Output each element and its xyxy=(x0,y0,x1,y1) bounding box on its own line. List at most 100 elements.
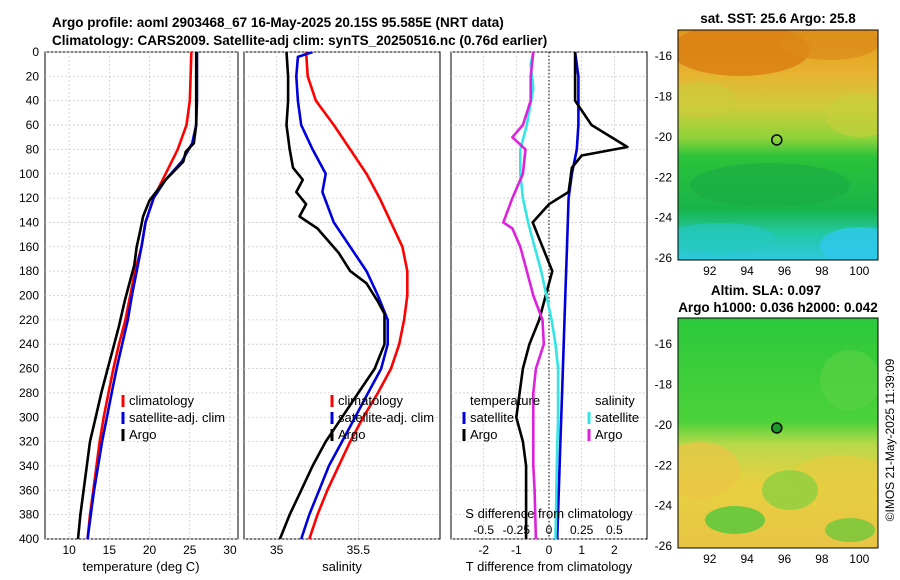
y-tick-label: 80 xyxy=(26,142,40,156)
lon-tick-label: 96 xyxy=(778,552,792,566)
x2-tick-label: 0.5 xyxy=(606,523,623,537)
x-tick-label: 15 xyxy=(103,543,117,557)
legend-label-temp-satellite: satellite xyxy=(470,410,514,425)
argo-location-marker xyxy=(771,134,783,146)
series-line-salinity-satellite xyxy=(519,52,560,539)
legend-label-argo: Argo xyxy=(129,427,156,442)
difference-series xyxy=(502,52,629,539)
legend-label-argo: Argo xyxy=(338,427,365,442)
y-tick-label: 240 xyxy=(19,337,39,351)
pressure-tick-labels: 0 20 40 60 80 100 120 140 160 180 200 220 240 260 280 3… xyxy=(19,45,39,546)
y-tick-label: 400 xyxy=(19,532,39,546)
x-tick-label: 2 xyxy=(611,543,618,557)
argo-location-marker xyxy=(771,422,783,434)
lon-tick-label: 94 xyxy=(740,264,754,278)
y-tick-label: 180 xyxy=(19,264,39,278)
x-tick-label: 25 xyxy=(183,543,197,557)
temperature-grid xyxy=(45,51,238,540)
legend-header-salinity: salinity xyxy=(595,393,635,408)
x-tick-label: 0 xyxy=(546,543,553,557)
temperature-series xyxy=(76,52,199,539)
sla-map-lat-labels: -16 -18 -20 -22 -24 -26 xyxy=(655,337,673,553)
lat-tick-label: -18 xyxy=(655,378,673,392)
series-line-satellite-adj-clim xyxy=(295,52,389,539)
temperature-xlabel: temperature (deg C) xyxy=(82,559,199,574)
lon-tick-label: 94 xyxy=(740,552,754,566)
salinity-legend: climatology satellite-adj. clim Argo xyxy=(330,393,434,442)
temperature-legend: climatology satellite-adj. clim Argo xyxy=(121,393,225,442)
lat-tick-label: -26 xyxy=(655,539,673,553)
lon-tick-label: 92 xyxy=(703,264,717,278)
legend-label-climatology: climatology xyxy=(129,393,195,408)
y-tick-label: 340 xyxy=(19,459,39,473)
x-tick-label: 35 xyxy=(270,543,284,557)
sla-map-lon-labels: 92 94 96 98 100 xyxy=(703,552,870,566)
lat-tick-label: -24 xyxy=(655,499,673,513)
salinity-series xyxy=(278,52,409,539)
lat-tick-label: -20 xyxy=(655,130,673,144)
x-tick-label: 10 xyxy=(62,543,76,557)
x2-tick-label: -0.5 xyxy=(473,523,494,537)
lon-tick-label: 96 xyxy=(778,264,792,278)
legend-label-sal-argo: Argo xyxy=(595,427,622,442)
lon-tick-label: 100 xyxy=(849,552,869,566)
x-tick-label: -2 xyxy=(478,543,489,557)
salinity-tick-labels: 35 35.5 xyxy=(270,543,370,557)
sst-map-title: sat. SST: 25.6 Argo: 25.8 xyxy=(700,11,856,26)
lat-tick-label: -16 xyxy=(655,337,673,351)
sst-heatmap xyxy=(678,30,878,260)
s-difference-tick-labels: -0.5 -0.25 0 0.25 0.5 xyxy=(473,523,623,537)
temperature-panel: 0 20 40 60 80 100 120 140 160 180 200 220 240 260 280 3… xyxy=(19,45,239,574)
series-line-argo xyxy=(278,52,386,539)
y-tick-label: 260 xyxy=(19,362,39,376)
y-tick-label: 280 xyxy=(19,386,39,400)
lat-tick-label: -22 xyxy=(655,170,673,184)
lat-tick-label: -20 xyxy=(655,418,673,432)
lat-tick-label: -22 xyxy=(655,458,673,472)
sla-map-panel: Altim. SLA: 0.097 Argo h1000: 0.036 h200… xyxy=(655,283,879,566)
difference-legend-temperature: temperature satellite Argo xyxy=(462,393,540,442)
legend-label-satellite: satellite-adj. clim xyxy=(338,410,434,425)
salinity-xlabel: salinity xyxy=(322,559,362,574)
y-tick-label: 380 xyxy=(19,508,39,522)
sla-map-title: Altim. SLA: 0.097 xyxy=(711,283,821,298)
sst-map-lat-labels: -16 -18 -20 -22 -24 -26 xyxy=(655,49,673,265)
x-tick-label: 20 xyxy=(143,543,157,557)
temperature-tick-labels: 10 15 20 25 30 xyxy=(62,543,237,557)
difference-panel: -2 -1 0 1 2 -0.5 -0.25 0 0.25 0.5 S difference f… xyxy=(450,51,648,574)
y-tick-label: 200 xyxy=(19,289,39,303)
lon-tick-label: 100 xyxy=(849,264,869,278)
t-difference-tick-labels: -2 -1 0 1 2 xyxy=(478,543,618,557)
lat-tick-label: -18 xyxy=(655,90,673,104)
timestamp-stamp: ©IMOS 21-May-2025 11:39:09 xyxy=(883,358,897,521)
series-line-salinity-argo xyxy=(502,52,546,539)
y-tick-label: 0 xyxy=(32,45,39,59)
legend-header-temperature: temperature xyxy=(470,393,540,408)
series-line-argo xyxy=(76,52,198,539)
lat-tick-label: -16 xyxy=(655,49,673,63)
series-line-climatology xyxy=(86,52,193,539)
y-tick-label: 60 xyxy=(26,118,40,132)
series-line-temperature-argo xyxy=(515,52,629,539)
y-tick-label: 40 xyxy=(26,94,40,108)
sst-map-lon-labels: 92 94 96 98 100 xyxy=(703,264,870,278)
sst-map-panel: sat. SST: 25.6 Argo: 25.8 92 94 96 98 100 -1… xyxy=(655,11,879,278)
t-difference-xlabel: T difference from climatology xyxy=(466,559,633,574)
legend-label-sal-satellite: satellite xyxy=(595,410,639,425)
y-tick-label: 140 xyxy=(19,215,39,229)
salinity-grid xyxy=(244,51,440,540)
sla-map-subtitle: Argo h1000: 0.036 h2000: 0.042 xyxy=(678,300,878,315)
x-tick-label: 1 xyxy=(578,543,585,557)
lat-tick-label: -26 xyxy=(655,251,673,265)
difference-grid xyxy=(451,51,647,540)
series-line-climatology xyxy=(304,52,409,539)
y-tick-label: 160 xyxy=(19,240,39,254)
salinity-panel: 35 35.5 salinity climatology satellite-ad… xyxy=(243,51,441,574)
y-tick-label: 120 xyxy=(19,191,39,205)
y-tick-label: 100 xyxy=(19,167,39,181)
legend-label-temp-argo: Argo xyxy=(470,427,497,442)
sla-heatmap xyxy=(678,318,878,548)
y-tick-label: 300 xyxy=(19,410,39,424)
y-tick-label: 20 xyxy=(26,69,40,83)
